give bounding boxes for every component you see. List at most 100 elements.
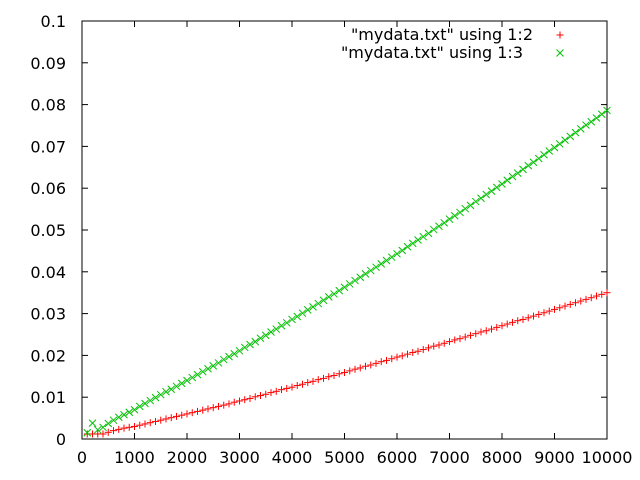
legend-marker-1 bbox=[556, 31, 564, 39]
data-point-series-1 bbox=[514, 317, 522, 325]
data-point-series-2 bbox=[267, 328, 275, 336]
data-point-series-1 bbox=[215, 402, 222, 410]
data-point-series-1 bbox=[146, 419, 154, 427]
data-point-series-2 bbox=[146, 396, 155, 405]
data-point-series-2 bbox=[230, 349, 239, 358]
data-point-series-1 bbox=[330, 371, 338, 379]
data-point-series-2 bbox=[529, 158, 538, 167]
data-point-series-2 bbox=[487, 187, 496, 195]
data-point-series-2 bbox=[225, 352, 233, 361]
x-tick-label: 1000 bbox=[114, 448, 155, 467]
legend-label-1: "mydata.txt" using 1:2 bbox=[351, 25, 533, 44]
data-point-series-1 bbox=[293, 381, 301, 389]
data-point-series-1 bbox=[367, 361, 375, 369]
data-point-series-1 bbox=[540, 309, 548, 317]
data-point-series-2 bbox=[503, 176, 512, 185]
data-point-series-2 bbox=[319, 296, 328, 305]
data-point-series-2 bbox=[340, 283, 349, 292]
data-point-series-2 bbox=[109, 416, 118, 425]
data-point-series-1 bbox=[377, 358, 385, 366]
data-point-series-2 bbox=[382, 256, 391, 265]
data-point-series-1 bbox=[535, 310, 543, 318]
data-point-series-1 bbox=[183, 410, 191, 418]
data-point-series-1 bbox=[461, 333, 469, 341]
data-point-series-1 bbox=[341, 369, 348, 377]
data-point-series-1 bbox=[278, 386, 285, 394]
data-point-series-2 bbox=[477, 194, 485, 203]
data-point-series-1 bbox=[372, 359, 380, 367]
data-point-series-1 bbox=[272, 387, 280, 395]
data-point-series-1 bbox=[435, 341, 443, 349]
data-point-series-1 bbox=[152, 417, 159, 425]
data-point-series-1 bbox=[383, 356, 390, 364]
data-point-series-1 bbox=[351, 365, 359, 373]
data-point-series-2 bbox=[282, 318, 291, 327]
data-point-series-2 bbox=[408, 239, 417, 248]
data-point-series-1 bbox=[125, 423, 133, 431]
data-point-series-2 bbox=[151, 393, 160, 402]
data-point-series-2 bbox=[261, 331, 270, 340]
data-point-series-1 bbox=[99, 430, 107, 438]
data-point-series-1 bbox=[404, 350, 411, 358]
data-point-series-1 bbox=[409, 348, 417, 356]
data-point-series-2 bbox=[188, 373, 197, 382]
data-point-series-2 bbox=[240, 343, 249, 352]
data-point-series-1 bbox=[267, 389, 275, 397]
data-point-series-1 bbox=[309, 377, 317, 385]
data-point-series-2 bbox=[162, 387, 170, 396]
data-point-series-1 bbox=[493, 323, 501, 331]
data-point-series-1 bbox=[556, 304, 564, 312]
data-point-series-2 bbox=[429, 225, 438, 234]
data-point-series-1 bbox=[157, 416, 165, 424]
data-point-series-2 bbox=[219, 355, 228, 364]
data-point-series-2 bbox=[414, 236, 422, 244]
x-tick-label: 7000 bbox=[429, 448, 470, 467]
data-point-series-2 bbox=[445, 215, 454, 223]
data-point-series-2 bbox=[461, 204, 470, 213]
data-point-series-2 bbox=[603, 106, 611, 115]
data-point-series-2 bbox=[93, 425, 102, 434]
x-tick-label: 6000 bbox=[377, 448, 418, 467]
y-tick-label: 0.04 bbox=[30, 263, 66, 282]
data-point-series-1 bbox=[530, 312, 537, 320]
data-point-series-2 bbox=[183, 376, 191, 385]
data-point-series-1 bbox=[398, 352, 406, 360]
x-tick-label: 5000 bbox=[324, 448, 365, 467]
data-point-series-1 bbox=[587, 294, 595, 302]
data-point-series-1 bbox=[477, 328, 485, 336]
data-point-series-2 bbox=[104, 419, 113, 428]
data-point-series-2 bbox=[246, 340, 254, 349]
data-point-series-1 bbox=[561, 302, 569, 310]
data-point-series-2 bbox=[167, 385, 176, 394]
y-tick-label: 0.07 bbox=[30, 137, 66, 156]
legend-marker-2 bbox=[556, 49, 564, 57]
data-point-series-2 bbox=[424, 229, 433, 238]
data-point-series-2 bbox=[324, 293, 333, 301]
data-point-series-2 bbox=[172, 382, 181, 391]
data-point-series-2 bbox=[435, 222, 443, 231]
data-point-series-1 bbox=[225, 400, 233, 408]
data-point-series-2 bbox=[440, 219, 449, 227]
x-tick-label: 0 bbox=[77, 448, 87, 467]
data-point-series-2 bbox=[125, 408, 134, 417]
data-point-series-1 bbox=[204, 405, 212, 413]
data-point-series-2 bbox=[193, 370, 202, 379]
data-point-series-2 bbox=[550, 143, 559, 152]
x-tick-label: 10000 bbox=[582, 448, 633, 467]
series-1 bbox=[83, 289, 611, 438]
data-point-series-1 bbox=[482, 327, 490, 335]
data-point-series-1 bbox=[136, 421, 144, 429]
data-point-series-1 bbox=[362, 362, 369, 370]
data-point-series-1 bbox=[472, 330, 480, 338]
data-point-series-2 bbox=[99, 423, 107, 432]
data-point-series-2 bbox=[120, 410, 128, 419]
data-point-series-1 bbox=[173, 412, 180, 420]
data-point-series-2 bbox=[88, 419, 97, 427]
data-point-series-1 bbox=[524, 314, 532, 322]
data-point-series-1 bbox=[167, 414, 175, 422]
data-point-series-2 bbox=[576, 124, 585, 133]
data-point-series-2 bbox=[372, 263, 380, 272]
y-tick-label: 0.1 bbox=[41, 12, 66, 31]
y-tick-label: 0.06 bbox=[30, 179, 66, 198]
data-point-series-2 bbox=[130, 405, 139, 414]
